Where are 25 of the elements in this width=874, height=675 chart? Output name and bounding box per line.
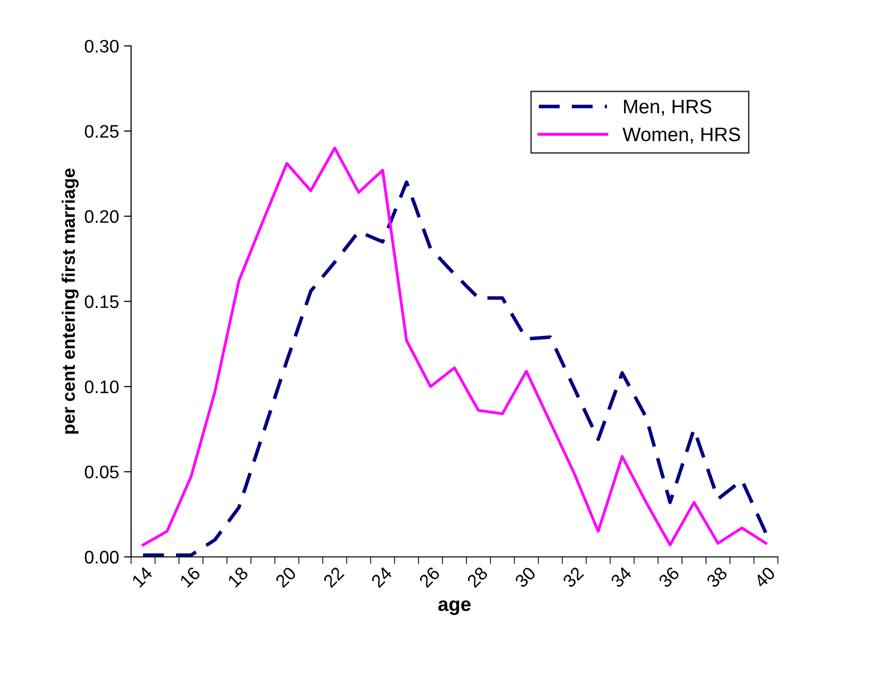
x-tick-label: 14 bbox=[131, 566, 154, 588]
legend-label: Women, HRS bbox=[622, 128, 740, 144]
y-tick-label: 0.20 bbox=[84, 210, 119, 223]
x-tick-label: 36 bbox=[658, 566, 680, 588]
x-tick-label: 30 bbox=[514, 566, 536, 588]
x-tick-label: 34 bbox=[610, 566, 632, 588]
x-axis-title: age bbox=[438, 600, 471, 615]
y-tick-label: 0.00 bbox=[84, 550, 119, 564]
x-tick-label: 28 bbox=[466, 566, 488, 588]
y-tick-label: 0.05 bbox=[84, 466, 119, 478]
y-tick-label: 0.30 bbox=[84, 40, 119, 53]
y-tick-label: 0.25 bbox=[84, 124, 119, 138]
x-tick-label: 38 bbox=[706, 566, 728, 588]
legend-label: Men, HRS bbox=[624, 100, 712, 116]
x-tick-label: 32 bbox=[562, 566, 584, 588]
y-tick-label: 0.15 bbox=[84, 295, 119, 308]
x-tick-label: 26 bbox=[418, 566, 440, 588]
y-axis-title: per cent entering first marriage bbox=[62, 168, 79, 434]
x-tick-label: 16 bbox=[179, 566, 201, 588]
x-tick-label: 18 bbox=[227, 566, 249, 588]
x-tick-label: 40 bbox=[753, 566, 776, 588]
x-tick-label: 20 bbox=[274, 566, 297, 588]
x-tick-label: 24 bbox=[370, 566, 393, 588]
y-tick-label: 0.10 bbox=[84, 380, 119, 394]
x-tick-label: 22 bbox=[322, 566, 344, 588]
